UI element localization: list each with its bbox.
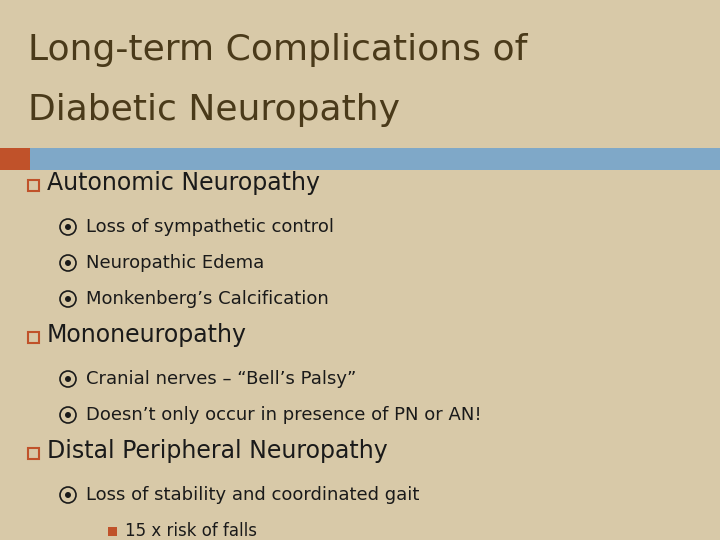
Circle shape [65,224,71,230]
Text: Cranial nerves – “Bell’s Palsy”: Cranial nerves – “Bell’s Palsy” [86,370,356,388]
Bar [0,148,30,170]
Bar [0,148,720,170]
Text: Monkenberg’s Calcification: Monkenberg’s Calcification [86,290,329,308]
Text: Doesn’t only occur in presence of PN or AN!: Doesn’t only occur in presence of PN or … [86,406,482,424]
Circle shape [65,492,71,498]
Circle shape [65,296,71,302]
FancyBboxPatch shape [28,332,39,342]
Circle shape [65,260,71,266]
Text: Diabetic Neuropathy: Diabetic Neuropathy [28,93,400,127]
FancyBboxPatch shape [28,448,39,458]
Text: Autonomic Neuropathy: Autonomic Neuropathy [47,171,320,195]
Text: Long-term Complications of: Long-term Complications of [28,33,527,67]
Circle shape [65,376,71,382]
FancyBboxPatch shape [108,526,117,536]
Text: Loss of sympathetic control: Loss of sympathetic control [86,218,334,236]
Text: Distal Peripheral Neuropathy: Distal Peripheral Neuropathy [47,439,388,463]
Text: Neuropathic Edema: Neuropathic Edema [86,254,264,272]
Text: 15 x risk of falls: 15 x risk of falls [125,522,257,540]
Text: Mononeuropathy: Mononeuropathy [47,323,247,347]
Circle shape [65,412,71,418]
FancyBboxPatch shape [28,179,39,191]
Text: Loss of stability and coordinated gait: Loss of stability and coordinated gait [86,486,419,504]
